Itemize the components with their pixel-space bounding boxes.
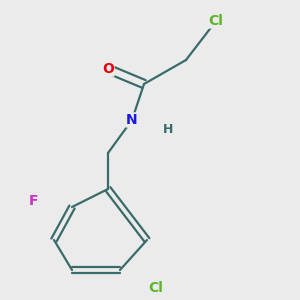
Text: O: O [102,62,114,76]
Text: F: F [28,194,38,208]
Text: N: N [126,113,138,127]
Text: Cl: Cl [148,281,164,295]
Text: H: H [163,122,173,136]
Text: Cl: Cl [208,14,224,28]
